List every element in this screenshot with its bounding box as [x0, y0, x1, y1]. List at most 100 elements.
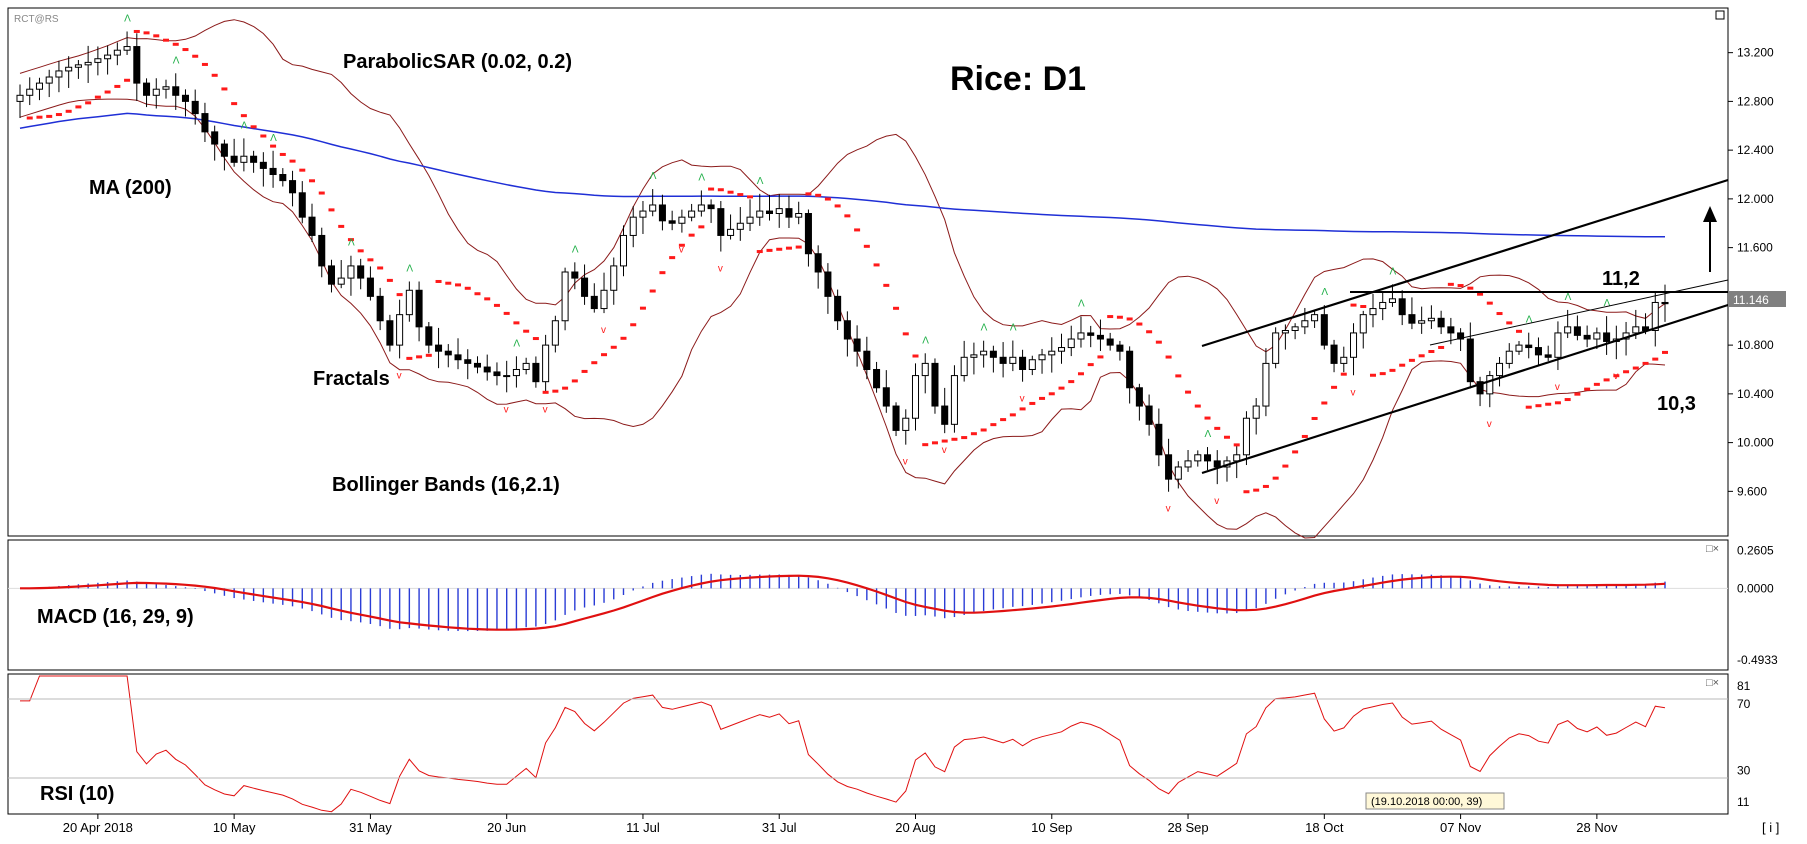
- candle-down: [318, 234, 326, 267]
- channel-lower-line: [1201, 303, 1729, 475]
- candle-up: [1077, 332, 1085, 340]
- fractal-up-icon: Λ: [698, 172, 705, 183]
- sar-dot: [824, 197, 831, 201]
- time-tick-label: 28 Nov: [1576, 820, 1618, 835]
- macd-close-icon[interactable]: □×: [1706, 543, 1719, 555]
- channel-upper-line: [1201, 178, 1729, 348]
- candle-down: [211, 131, 219, 145]
- candle-up: [960, 356, 968, 377]
- maximize-icon[interactable]: [1715, 10, 1725, 20]
- candle-down: [1019, 356, 1027, 370]
- candle-up: [1048, 350, 1056, 356]
- sar-dot: [386, 278, 393, 282]
- candle-down: [1145, 405, 1153, 425]
- candle-up: [736, 222, 744, 230]
- sar-dot: [873, 263, 880, 267]
- support-level-label: 10,3: [1657, 393, 1696, 415]
- candle-up: [16, 94, 24, 102]
- sar-dot: [1116, 315, 1123, 319]
- time-tick-label: 18 Oct: [1305, 820, 1344, 835]
- sar-dot: [192, 54, 199, 58]
- current-price-tag: [1728, 291, 1786, 307]
- candle-down: [483, 366, 491, 373]
- sar-dot: [396, 293, 403, 297]
- candle-up: [1515, 344, 1523, 352]
- sar-dot: [46, 114, 53, 118]
- fractal-down-icon: v: [718, 264, 723, 275]
- candle-up: [639, 210, 647, 218]
- sar-dot: [279, 152, 286, 156]
- sar-dot: [1107, 315, 1114, 319]
- sar-dot: [299, 168, 306, 172]
- sar-dot: [182, 48, 189, 52]
- candle-down: [435, 344, 443, 352]
- candle-down: [415, 289, 423, 328]
- sar-dot: [94, 95, 101, 99]
- sar-dot: [503, 311, 510, 315]
- sar-dot: [1613, 374, 1620, 378]
- resistance-level-label: 11,2: [1602, 268, 1640, 290]
- candle-up: [512, 368, 520, 377]
- sar-dot: [688, 233, 695, 237]
- sar-dot: [727, 190, 734, 194]
- sar-dot: [250, 125, 257, 129]
- candle-down: [1573, 326, 1581, 336]
- candle-down: [571, 271, 579, 279]
- fractal-down-icon: v: [543, 404, 548, 415]
- sar-dot: [1126, 317, 1133, 321]
- candle-up: [94, 58, 102, 63]
- info-button[interactable]: [ i ]: [1762, 820, 1779, 835]
- candle-up: [678, 216, 686, 224]
- candle-down: [1466, 338, 1474, 383]
- candle-down: [1213, 460, 1221, 468]
- sar-dot: [367, 258, 374, 262]
- candle-down: [366, 277, 374, 297]
- candle-down: [834, 295, 842, 322]
- sar-dot: [1379, 372, 1386, 376]
- candle-down: [1330, 344, 1338, 364]
- sar-dot: [1525, 405, 1532, 409]
- candle-down: [1096, 334, 1104, 340]
- fractal-down-icon: v: [1351, 387, 1356, 398]
- sar-dot: [260, 134, 267, 138]
- rsi-close-icon[interactable]: □×: [1706, 677, 1719, 689]
- price-tick-label: 10.000: [1737, 436, 1774, 450]
- sar-dot: [357, 249, 364, 253]
- candle-up: [619, 234, 628, 267]
- price-axis: 13.20012.80012.40012.00011.60011.20010.8…: [1728, 46, 1774, 498]
- chart-title: Rice: D1: [950, 60, 1086, 98]
- sar-dot: [1652, 357, 1659, 361]
- sar-dot: [1282, 464, 1289, 468]
- candle-up: [1028, 359, 1036, 370]
- candle-up: [1350, 332, 1358, 358]
- candle-up: [55, 70, 63, 78]
- sar-dot: [1331, 385, 1338, 389]
- sar-dot: [1214, 426, 1221, 430]
- bollinger-upper-band: [19, 19, 1666, 353]
- candle-up: [65, 66, 73, 72]
- bollinger-lower-band: [19, 98, 1666, 539]
- candle-down: [1457, 332, 1465, 340]
- candle-up: [746, 216, 754, 224]
- fractal-up-icon: Λ: [124, 13, 131, 24]
- sar-dot: [669, 256, 676, 260]
- candle-down: [444, 350, 452, 356]
- candle-up: [405, 289, 413, 316]
- sar-dot: [893, 306, 900, 310]
- candle-up: [1233, 454, 1241, 462]
- candle-up: [1486, 375, 1494, 395]
- fractals-label: Fractals: [313, 368, 390, 390]
- sar-dot: [133, 29, 140, 33]
- sar-dot: [1574, 392, 1581, 396]
- candle-up: [1262, 362, 1270, 407]
- candle-down: [1525, 344, 1533, 349]
- sar-dot: [318, 191, 325, 195]
- sar-dot: [649, 289, 656, 293]
- fractal-up-icon: Λ: [1526, 315, 1533, 326]
- price-tick-label: 9.600: [1737, 484, 1767, 498]
- price-tick-label: 12.400: [1737, 143, 1774, 157]
- sar-dot: [143, 31, 150, 35]
- fractal-down-icon: v: [1555, 382, 1560, 393]
- fractal-down-icon: v: [679, 245, 684, 256]
- sar-dot: [1243, 490, 1250, 494]
